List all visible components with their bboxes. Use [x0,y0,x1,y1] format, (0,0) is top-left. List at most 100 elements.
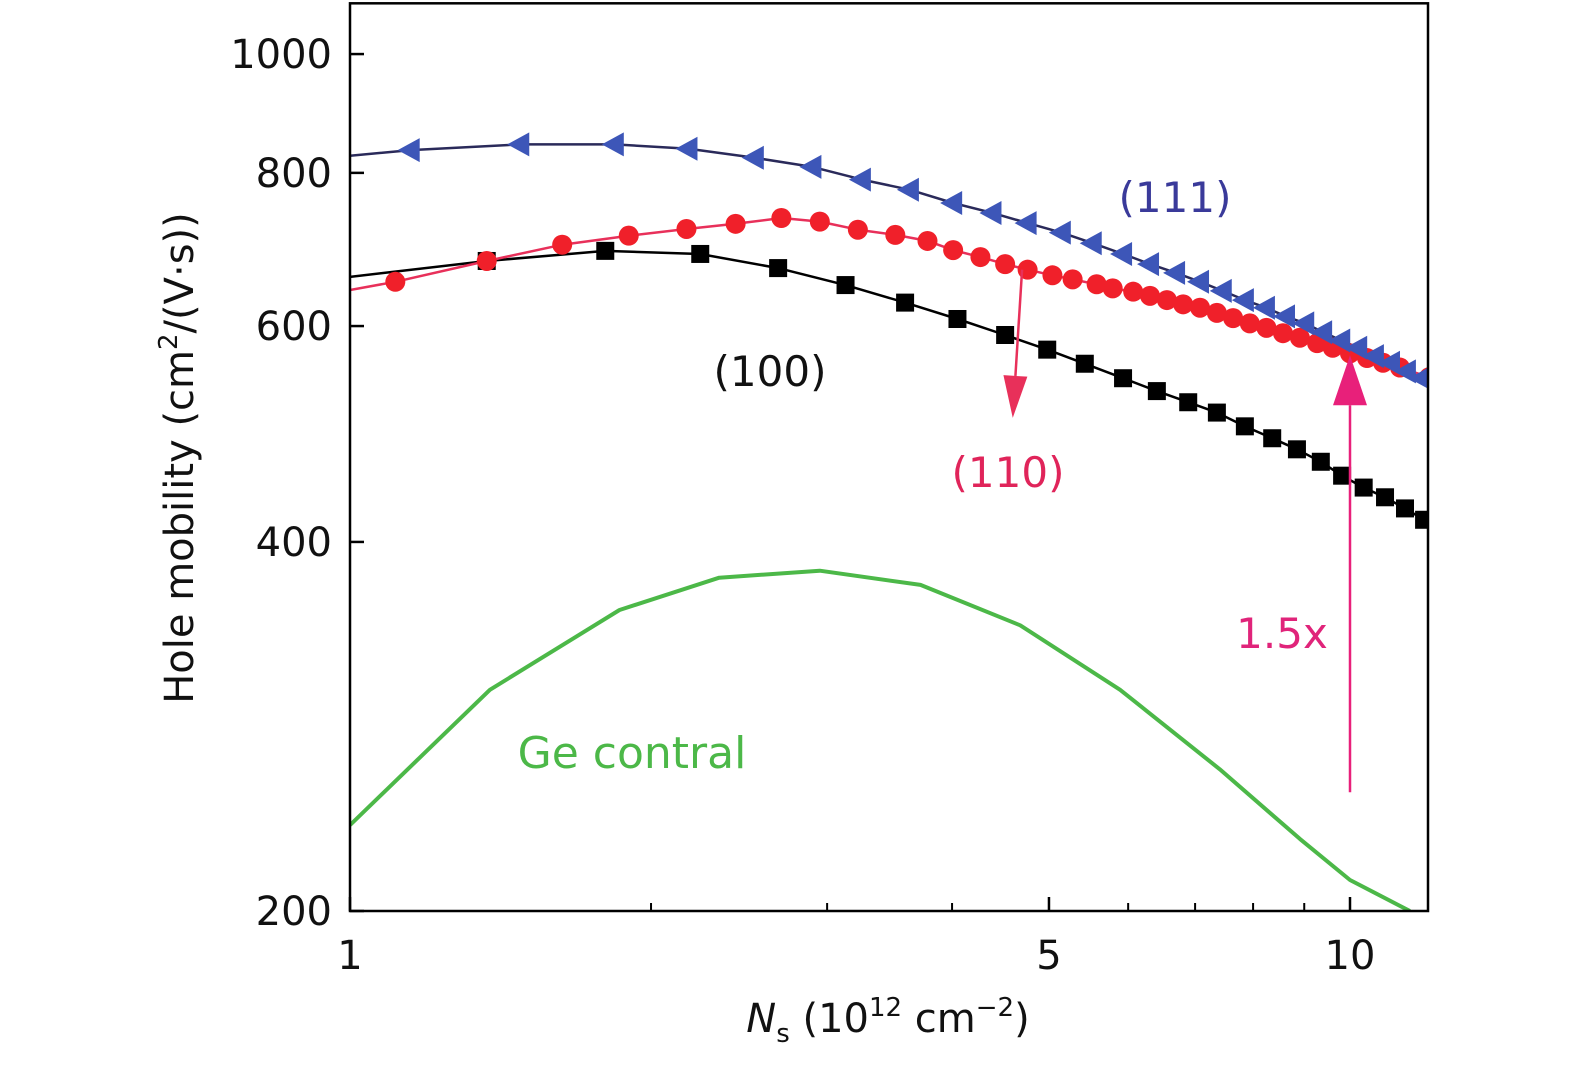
axes: 1 5 10 200 400 600 800 1000 [230,2,1430,979]
data-point-111 [675,136,698,161]
data-point-100 [1287,440,1306,459]
data-point-111 [848,167,871,192]
data-point-110 [618,225,639,246]
data-point-111 [1408,367,1428,389]
data-point-110 [725,213,746,234]
data-point-110 [771,207,792,228]
data-point-111 [799,154,822,179]
data-point-100 [996,325,1015,344]
data-point-111 [1079,231,1102,256]
data-point-111 [1048,220,1071,245]
data-point-110 [1123,281,1144,302]
data-point-111 [1310,320,1333,345]
series-line-100 [350,249,1425,521]
data-point-100 [1415,510,1428,529]
data-point-110 [847,219,868,240]
y-axis-label: Hole mobility (cm2/(V·s)) [154,212,203,704]
series-group [350,132,1428,911]
series-line-111 [350,143,1423,380]
x-axis-label: Ns (1012 cm−2) [746,993,1029,1049]
data-point-100 [691,244,710,263]
data-point-110 [1289,327,1310,348]
data-point-100 [596,241,615,260]
data-point-110 [885,224,906,245]
data-point-111 [1231,288,1254,313]
y-tick-label: 200 [256,889,332,935]
data-point-110 [809,211,830,232]
data-point-111 [1361,344,1384,369]
series-line-gecontral [350,568,1411,911]
data-point-100 [769,259,788,278]
data-point-100 [896,293,915,312]
data-point-100 [1311,452,1330,471]
data-point-100 [1179,393,1198,412]
annotation-100: (100) [714,347,827,396]
y-tick-label: 400 [256,520,332,566]
data-point-110 [1140,285,1161,306]
data-point-111 [397,138,420,163]
annotation-111: (111) [1119,173,1232,222]
110-arrow-shaft [1014,269,1024,376]
data-point-110 [476,250,497,271]
data-point-100 [1263,429,1282,448]
data-point-100 [1114,369,1133,388]
data-point-111 [896,177,919,202]
ratio-arrow-head [1333,355,1367,406]
y-tick-label: 1000 [230,32,332,78]
data-point-110 [943,240,964,261]
data-point-111 [1292,311,1315,336]
data-point-110 [1086,274,1107,295]
data-point-110 [1239,313,1260,334]
data-point-100 [1376,488,1395,507]
data-point-110 [1042,265,1063,286]
data-point-100 [1147,382,1166,401]
data-point-100 [948,309,967,328]
data-point-111 [940,190,963,215]
data-point-111 [507,132,530,157]
data-point-100 [1354,478,1373,497]
data-point-111 [1252,295,1275,320]
data-point-100 [1038,340,1057,359]
data-point-100 [1235,417,1254,436]
data-point-111 [1110,241,1133,266]
data-point-110 [385,271,406,292]
annotation-1-5x: 1.5x [1236,609,1328,658]
data-point-110 [1102,278,1123,299]
data-point-110 [917,230,938,251]
data-point-111 [979,200,1002,225]
data-point-111 [1014,211,1037,236]
data-point-111 [1345,335,1368,360]
x-tick-label: 10 [1325,933,1376,979]
data-point-110 [1156,290,1177,311]
annotation-110: (110) [952,448,1065,497]
data-point-100 [1207,403,1226,422]
data-point-110 [1223,308,1244,329]
x-tick-label: 1 [337,933,362,979]
plot-layer [350,132,1428,911]
data-point-110 [1256,317,1277,338]
data-point-110 [676,218,697,239]
data-point-110 [552,234,573,255]
data-point-111 [1187,269,1210,294]
annotation-ge-contral: Ge contral [518,728,747,779]
110-arrow-head [1003,375,1028,418]
data-point-100 [1395,499,1414,518]
data-point-110 [1272,323,1293,344]
plot-frame [348,2,1430,913]
data-point-110 [970,247,991,268]
data-point-110 [1062,269,1083,290]
data-point-111 [1163,260,1186,285]
data-point-111 [741,145,764,170]
data-point-110 [1190,297,1211,318]
x-tick-label: 5 [1036,933,1061,979]
data-point-100 [1075,354,1094,373]
data-point-111 [1273,304,1296,329]
data-point-110 [1206,302,1227,323]
data-point-111 [601,132,624,157]
data-point-110 [995,254,1016,275]
data-point-100 [1333,466,1352,485]
data-point-111 [1209,278,1232,303]
data-point-100 [836,276,855,295]
data-point-111 [1377,350,1400,375]
